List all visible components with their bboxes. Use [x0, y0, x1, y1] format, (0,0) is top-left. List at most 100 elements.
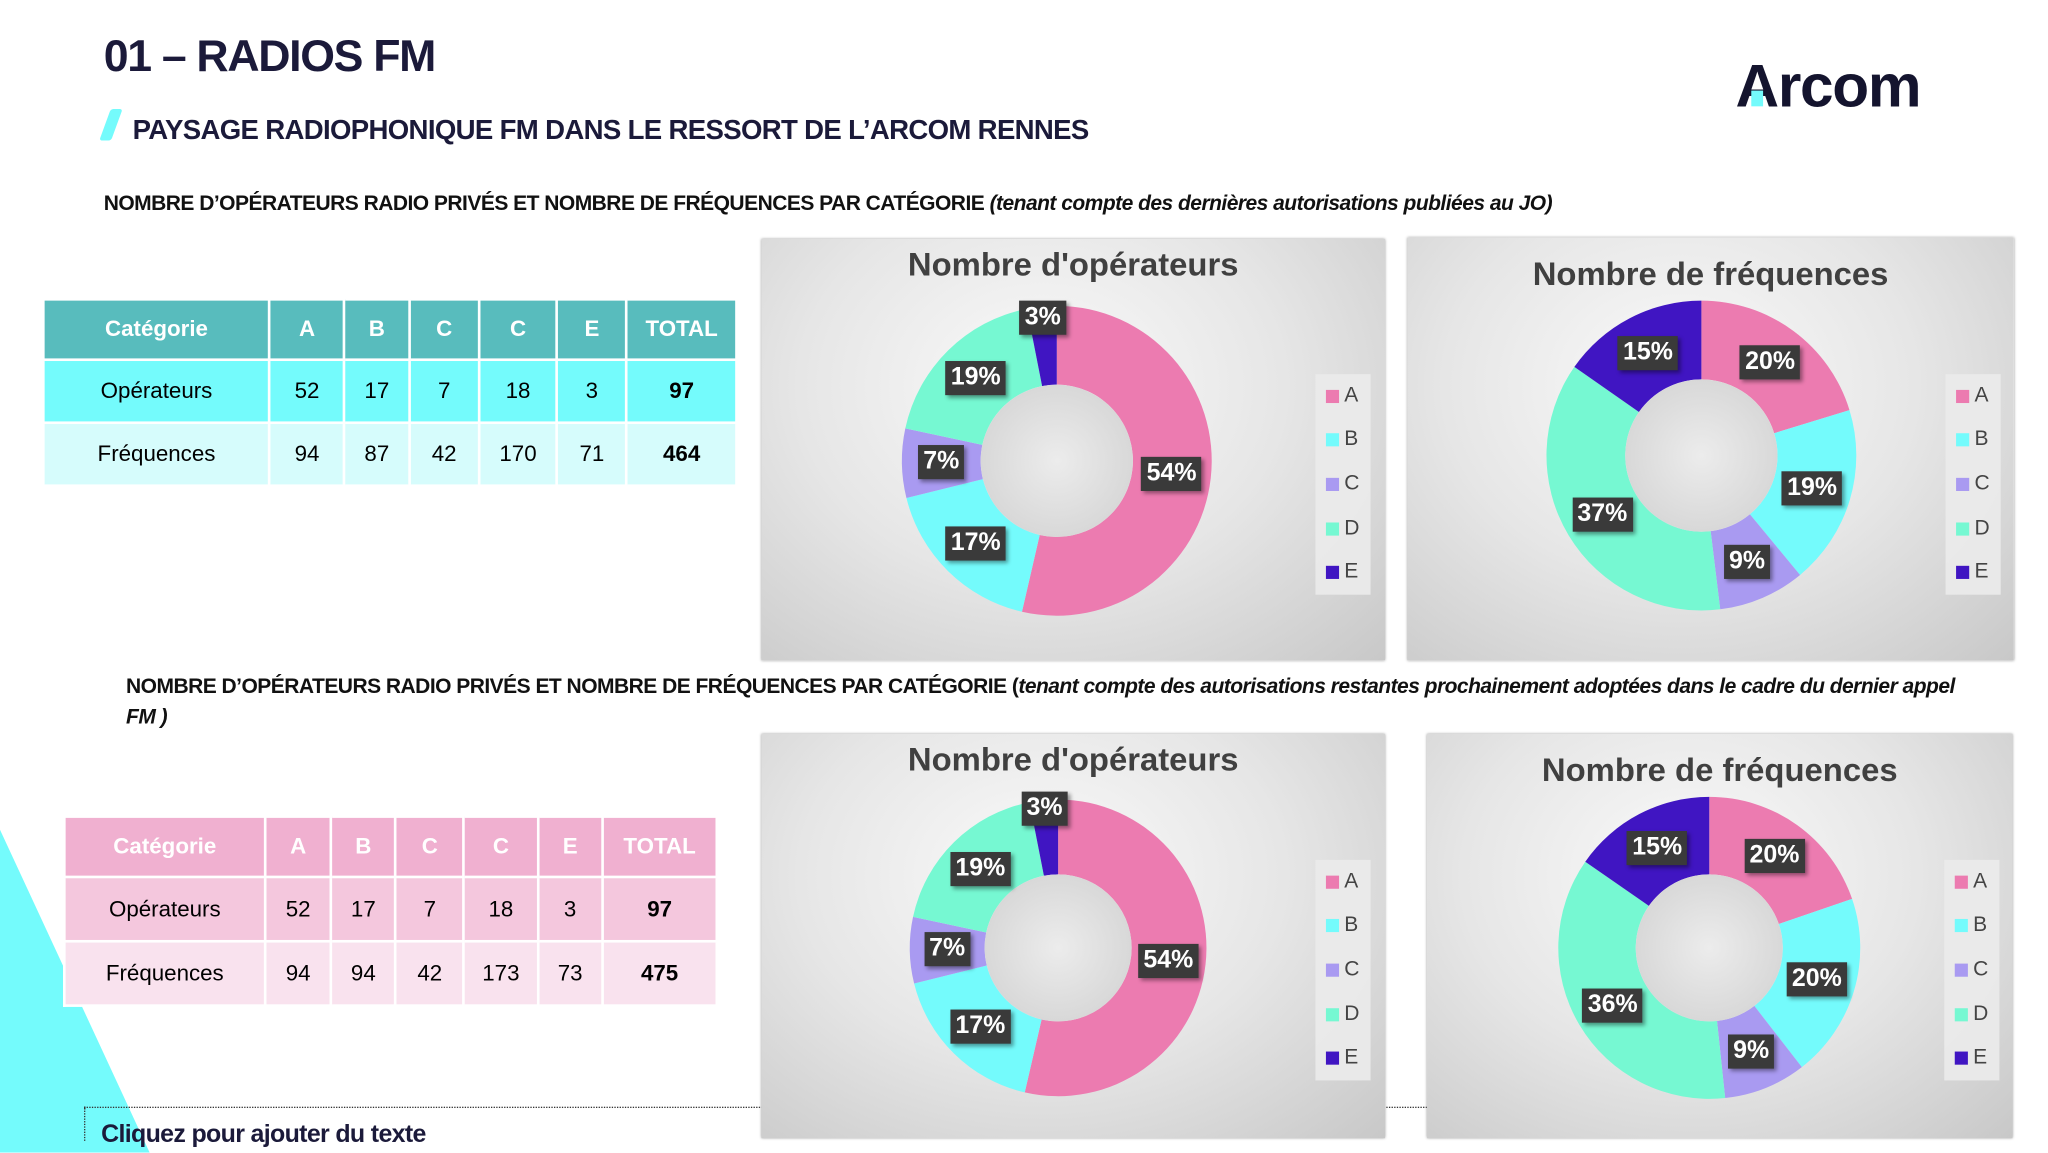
legend-label: E	[1974, 560, 1989, 584]
legend-swatch-icon	[1954, 919, 1968, 933]
legend-swatch-icon	[1325, 433, 1340, 447]
legend-label: B	[1344, 914, 1359, 937]
legend-item: D	[1946, 506, 2001, 550]
column-header: C	[394, 815, 466, 879]
legend-item: A	[1946, 374, 2001, 418]
legend-label: A	[1974, 384, 1989, 407]
data-label: 20%	[1744, 839, 1805, 874]
legend-swatch-icon	[1956, 566, 1970, 580]
table-cell: 18	[462, 875, 540, 943]
legend-label: B	[1974, 428, 1989, 451]
column-header: A	[263, 815, 333, 879]
table-cell: 87	[343, 421, 411, 488]
table-cell: 3	[555, 358, 629, 425]
legend-item: E	[1315, 551, 1370, 595]
legend-swatch-icon	[1954, 963, 1968, 977]
legend-label: C	[1344, 472, 1360, 495]
legend-label: B	[1344, 428, 1359, 451]
table-cell: Opérateurs	[63, 875, 267, 943]
legend-swatch-icon	[1325, 963, 1340, 977]
table-cell: 475	[601, 939, 719, 1007]
data-label: 37%	[1572, 498, 1633, 533]
legend-item: E	[1946, 551, 2001, 595]
column-header: C	[462, 815, 540, 879]
legend-swatch-icon	[1954, 1051, 1968, 1065]
legend-swatch-icon	[1956, 433, 1970, 447]
table-cell: 94	[329, 939, 397, 1007]
legend-label: C	[1344, 958, 1360, 981]
table-cell: Fréquences	[63, 939, 267, 1007]
data-label: 7%	[923, 932, 971, 967]
legend-swatch-icon	[1325, 1051, 1340, 1065]
legend-item: B	[1944, 904, 1999, 948]
data-label: 54%	[1138, 943, 1199, 978]
data-label: 7%	[917, 445, 965, 480]
legend-swatch-icon	[1956, 389, 1970, 403]
legend-swatch-icon	[1954, 1007, 1968, 1021]
column-header: C	[477, 298, 559, 362]
legend-label: E	[1344, 560, 1359, 584]
table-cell: 52	[268, 358, 346, 425]
table-cell: 42	[394, 939, 466, 1007]
table-cell: 17	[329, 875, 397, 943]
donut-chart-3: Nombre d'opérateurs 54% 17% 7% 19% 3% A B C D E	[761, 733, 1386, 1139]
table-cell: 18	[477, 358, 559, 425]
legend-item: A	[1315, 860, 1370, 904]
legend-label: D	[1973, 1002, 1989, 1025]
data-label: 9%	[1723, 544, 1771, 579]
legend-swatch-icon	[1325, 389, 1340, 403]
legend-swatch-icon	[1325, 919, 1340, 933]
table-projected: Catégorie A B C C E TOTAL Opérateurs 52 17 7 18 3 97 F…	[63, 815, 719, 1007]
table-cell: 97	[601, 875, 719, 943]
table-cell: 3	[536, 875, 604, 943]
donut-chart-2: Nombre de fréquences 20% 19% 9% 37% 15% A B C D E	[1407, 237, 2014, 661]
chart-title: Nombre de fréquences	[1532, 255, 1889, 293]
section1-heading: NOMBRE D’OPÉRATEURS RADIO PRIVÉS ET NOMB…	[103, 192, 1553, 216]
table-header-row: Catégorie A B C C E TOTAL	[63, 815, 719, 879]
placeholder-text[interactable]: Cliquez pour ajouter du texte	[101, 1121, 426, 1149]
data-label: 3%	[1021, 791, 1068, 826]
slice-A	[1021, 305, 1212, 616]
legend-swatch-icon	[1325, 875, 1340, 889]
legend-label: C	[1974, 472, 1990, 495]
legend-item: D	[1315, 506, 1370, 550]
legend-label: D	[1344, 1002, 1360, 1025]
chart-title: Nombre d'opérateurs	[907, 741, 1239, 779]
column-header: TOTAL	[601, 815, 719, 879]
column-header: Catégorie	[63, 815, 267, 879]
table-header-row: Catégorie A B C C E TOTAL	[42, 298, 738, 362]
legend-item: C	[1315, 948, 1370, 992]
legend-swatch-icon	[1325, 566, 1340, 580]
legend-label: E	[1973, 1046, 1988, 1069]
legend-label: B	[1973, 914, 1988, 937]
table-cell: 52	[263, 875, 333, 943]
legend-swatch-icon	[1956, 477, 1970, 491]
slice-D	[1558, 861, 1726, 1099]
chart-title: Nombre de fréquences	[1541, 752, 1898, 789]
slice-D	[1546, 366, 1721, 611]
data-label: 17%	[945, 526, 1006, 561]
data-label: 15%	[1627, 831, 1688, 866]
legend-label: E	[1344, 1046, 1359, 1069]
data-label: 19%	[945, 361, 1006, 396]
column-header: C	[407, 298, 481, 362]
section2-heading: NOMBRE D’OPÉRATEURS RADIO PRIVÉS ET NOMB…	[126, 676, 1955, 729]
legend-label: D	[1974, 516, 1990, 540]
table-cell: 170	[477, 421, 559, 488]
legend-item: B	[1315, 418, 1370, 462]
donut-chart-4: Nombre de fréquences 20% 20% 9% 36% 15% A B C D E	[1427, 733, 2013, 1139]
legend-label: A	[1344, 870, 1359, 893]
legend-swatch-icon	[1325, 1007, 1340, 1021]
data-label: 15%	[1617, 336, 1679, 371]
legend-swatch-icon	[1325, 521, 1340, 536]
column-header: E	[555, 298, 629, 362]
column-header: E	[536, 815, 604, 879]
table-cell: 7	[407, 358, 481, 425]
column-header: B	[343, 298, 411, 362]
legend-item: A	[1944, 860, 1999, 904]
column-header: A	[268, 298, 346, 362]
table-cell: 464	[625, 421, 738, 488]
